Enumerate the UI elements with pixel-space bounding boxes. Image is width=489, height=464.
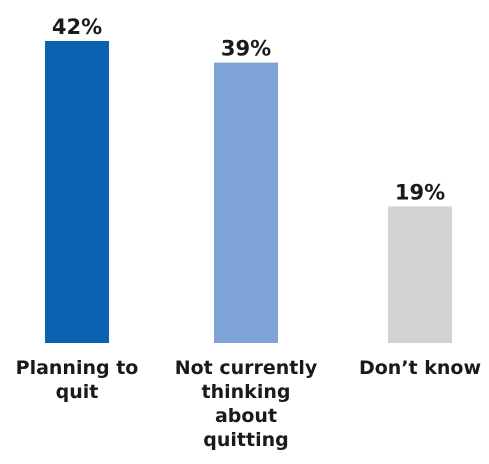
category-label-line: Not currently <box>175 357 318 379</box>
category-label-line: Don’t know <box>359 357 481 379</box>
category-label-3: Don’t know <box>359 357 481 379</box>
bar-1 <box>45 41 109 343</box>
category-label-2: Not currently thinking about quitting <box>175 357 318 451</box>
category-labels-group: Planning to quit Not currently thinking abou… <box>16 357 481 451</box>
bars-group <box>45 41 452 343</box>
value-labels-group: 42% 39% 19% <box>52 15 445 204</box>
category-label-line: quitting <box>203 429 288 451</box>
value-label-1: 42% <box>52 15 102 39</box>
category-label-line: Planning to <box>16 357 139 379</box>
category-label-line: thinking <box>202 381 291 403</box>
bar-3 <box>388 206 452 343</box>
value-label-2: 39% <box>221 37 271 61</box>
bar-2 <box>214 62 278 343</box>
category-label-1: Planning to quit <box>16 357 139 403</box>
category-label-line: quit <box>56 381 99 403</box>
value-label-3: 19% <box>395 180 445 204</box>
category-label-line: about <box>215 405 277 427</box>
